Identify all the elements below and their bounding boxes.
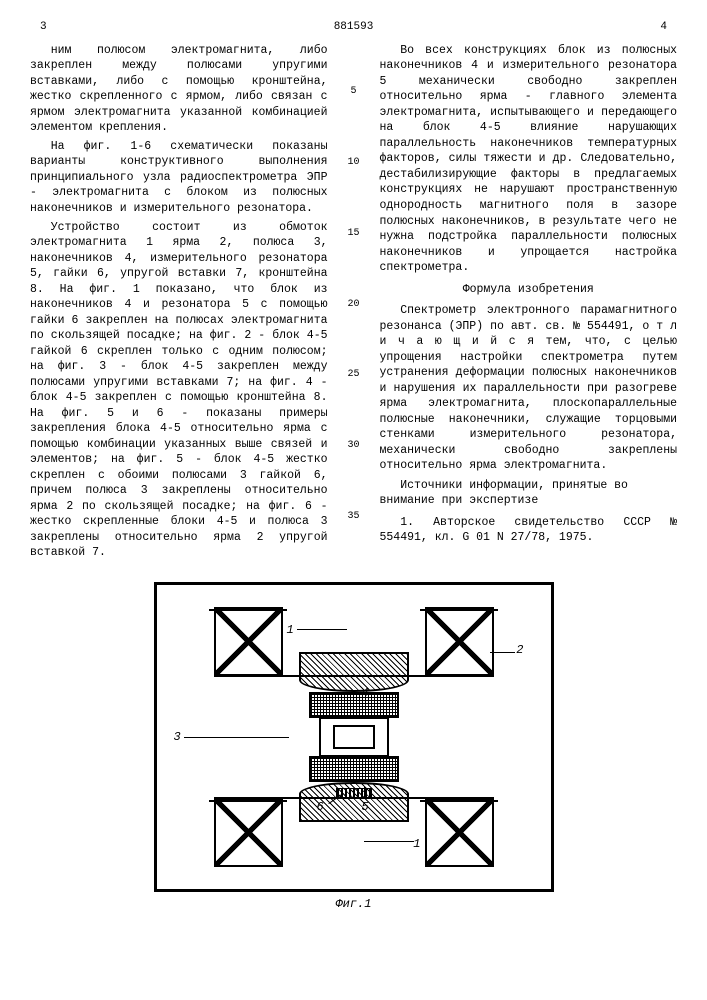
ln-30: 30 [346, 439, 362, 453]
coil-bottom-left [214, 798, 283, 867]
ln-25: 25 [346, 368, 362, 382]
lead-4 [356, 702, 357, 717]
label-6: 6 [317, 799, 324, 815]
left-p2: На фиг. 1-6 схематически показаны вариан… [30, 139, 328, 217]
column-left: ним полюсом электромагнита, либо закрепл… [30, 43, 328, 564]
resonator [319, 717, 389, 757]
right-p3: 1. Авторское свидетельство СССР № 554491… [380, 515, 678, 546]
doc-number: 881593 [334, 20, 374, 35]
lead-3 [184, 737, 289, 738]
column-right: Во всех конструкциях блок из полюсных на… [380, 43, 678, 564]
right-p1: Во всех конструкциях блок из полюсных на… [380, 43, 678, 276]
tip-bottom [309, 756, 399, 782]
lead-1 [297, 629, 347, 630]
ln-15: 15 [346, 227, 362, 241]
center-assembly [284, 662, 424, 812]
coil-top-right [425, 607, 494, 676]
lead-2 [490, 652, 515, 653]
pole-top [299, 652, 409, 692]
right-p2: Спектрометр электронного парамагнитного … [380, 303, 678, 474]
ln-10: 10 [346, 156, 362, 170]
coil-bottom-right [425, 798, 494, 867]
page-num-left: 3 [40, 20, 47, 35]
ln-20: 20 [346, 298, 362, 312]
tip-top [309, 692, 399, 718]
left-p3: Устройство состоит из обмоток электромаг… [30, 220, 328, 561]
figure-caption: Фиг.1 [154, 896, 554, 912]
page-num-right: 4 [660, 20, 667, 35]
page-header: 3 881593 4 [30, 20, 677, 35]
line-numbers: 5 10 15 20 25 30 35 [346, 43, 362, 564]
figure-frame: 1 2 3 4 5 6 1 [154, 582, 554, 892]
lead-1b [364, 841, 414, 842]
left-p1: ним полюсом электромагнита, либо закрепл… [30, 43, 328, 136]
coil-top-left [214, 607, 283, 676]
figure-1: 1 2 3 4 5 6 1 Фиг.1 [154, 582, 554, 912]
device-diagram: 1 2 3 4 5 6 1 [199, 607, 509, 867]
ln-5: 5 [346, 85, 362, 99]
label-4: 4 [362, 685, 369, 701]
label-1b: 1 [413, 836, 420, 852]
sources-title: Источники информации, принятые во вниман… [380, 478, 678, 509]
resonator-inner [333, 725, 375, 749]
label-1: 1 [287, 622, 294, 638]
label-3: 3 [174, 729, 181, 745]
ln-35: 35 [346, 510, 362, 524]
label-2: 2 [516, 642, 523, 658]
label-5: 5 [362, 799, 369, 815]
lead-5 [364, 787, 365, 799]
formula-title: Формула изобретения [380, 282, 678, 298]
